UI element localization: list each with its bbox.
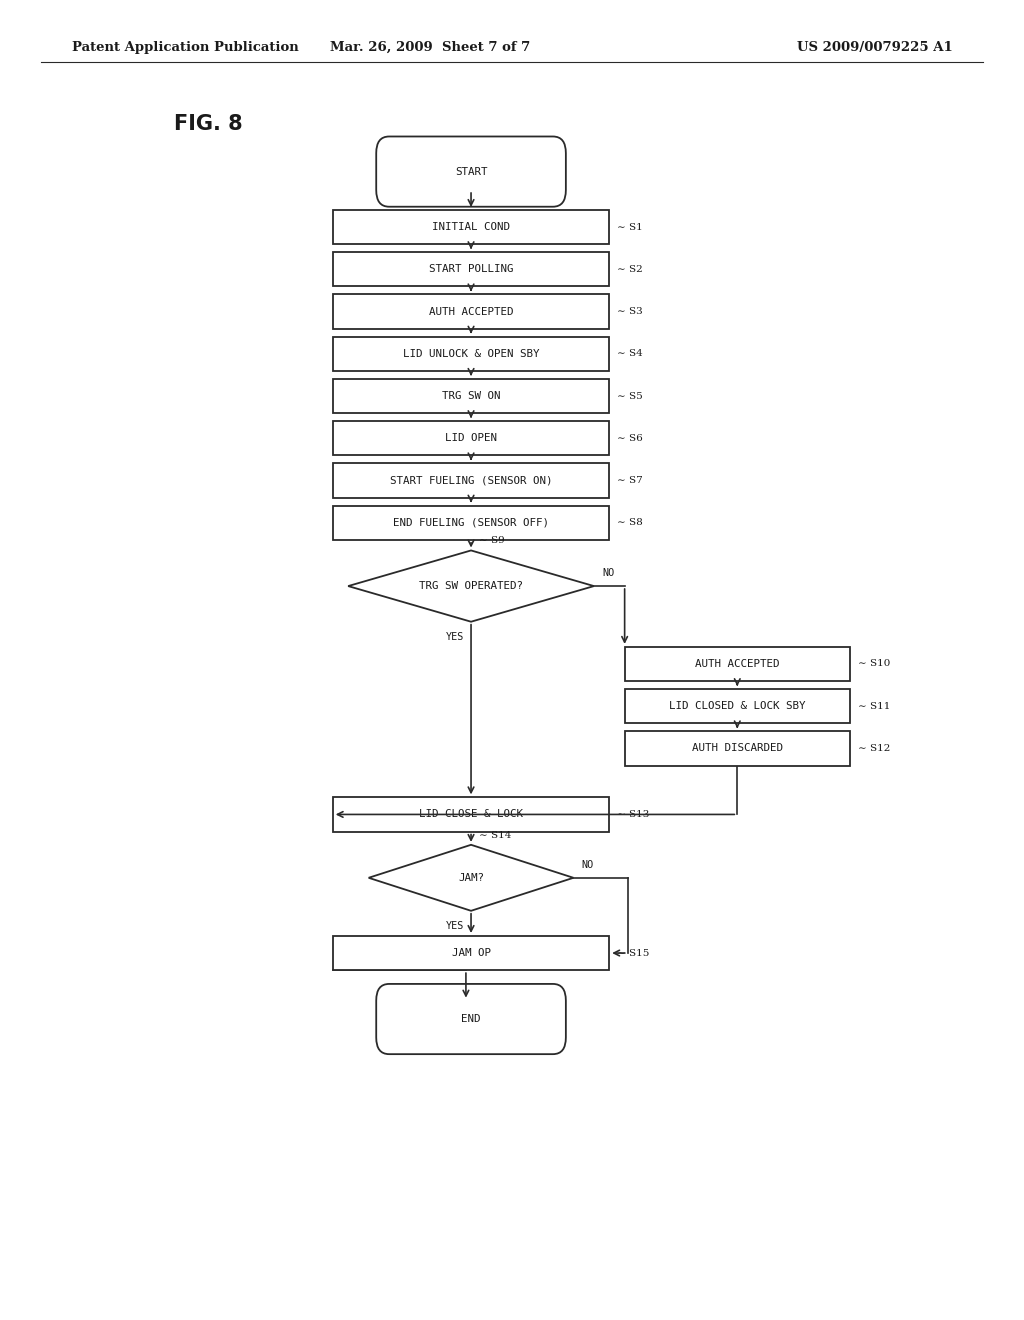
Text: ∼ S4: ∼ S4 — [617, 350, 643, 358]
Text: ∼ S15: ∼ S15 — [617, 949, 650, 957]
Text: NO: NO — [602, 568, 614, 578]
Text: ∼ S8: ∼ S8 — [617, 519, 643, 527]
Text: AUTH ACCEPTED: AUTH ACCEPTED — [429, 306, 513, 317]
Bar — [333, 210, 609, 244]
Bar — [333, 797, 609, 832]
Text: ∼ S9: ∼ S9 — [479, 536, 505, 545]
Text: JAM OP: JAM OP — [452, 948, 490, 958]
Bar — [333, 421, 609, 455]
Text: ∼ S5: ∼ S5 — [617, 392, 643, 400]
Text: ∼ S11: ∼ S11 — [858, 702, 891, 710]
FancyBboxPatch shape — [376, 983, 566, 1055]
Bar — [333, 252, 609, 286]
Text: ∼ S13: ∼ S13 — [617, 810, 650, 818]
Text: INITIAL COND: INITIAL COND — [432, 222, 510, 232]
Text: LID UNLOCK & OPEN SBY: LID UNLOCK & OPEN SBY — [402, 348, 540, 359]
Text: LID CLOSED & LOCK SBY: LID CLOSED & LOCK SBY — [669, 701, 806, 711]
Text: END: END — [461, 1014, 481, 1024]
Text: ∼ S1: ∼ S1 — [617, 223, 643, 231]
Text: ∼ S12: ∼ S12 — [858, 744, 891, 752]
Text: ∼ S10: ∼ S10 — [858, 660, 891, 668]
Text: START: START — [455, 166, 487, 177]
Polygon shape — [348, 550, 594, 622]
Bar — [333, 294, 609, 329]
Text: START FUELING (SENSOR ON): START FUELING (SENSOR ON) — [390, 475, 552, 486]
Text: LID CLOSE & LOCK: LID CLOSE & LOCK — [419, 809, 523, 820]
Text: AUTH DISCARDED: AUTH DISCARDED — [692, 743, 782, 754]
Bar — [625, 647, 850, 681]
Text: US 2009/0079225 A1: US 2009/0079225 A1 — [797, 41, 952, 54]
Text: AUTH ACCEPTED: AUTH ACCEPTED — [695, 659, 779, 669]
Text: JAM?: JAM? — [458, 873, 484, 883]
Text: ∼ S7: ∼ S7 — [617, 477, 643, 484]
Polygon shape — [369, 845, 573, 911]
Text: TRG SW ON: TRG SW ON — [441, 391, 501, 401]
FancyBboxPatch shape — [376, 136, 566, 207]
Text: ∼ S2: ∼ S2 — [617, 265, 643, 273]
Text: END FUELING (SENSOR OFF): END FUELING (SENSOR OFF) — [393, 517, 549, 528]
Text: ∼ S14: ∼ S14 — [479, 830, 512, 840]
Text: NO: NO — [582, 859, 594, 870]
Text: YES: YES — [445, 632, 464, 643]
Text: TRG SW OPERATED?: TRG SW OPERATED? — [419, 581, 523, 591]
Bar — [333, 337, 609, 371]
Bar — [333, 506, 609, 540]
Bar — [333, 936, 609, 970]
Text: START POLLING: START POLLING — [429, 264, 513, 275]
Text: LID OPEN: LID OPEN — [445, 433, 497, 444]
Bar — [333, 379, 609, 413]
Text: Patent Application Publication: Patent Application Publication — [72, 41, 298, 54]
Text: FIG. 8: FIG. 8 — [174, 114, 243, 135]
Text: Mar. 26, 2009  Sheet 7 of 7: Mar. 26, 2009 Sheet 7 of 7 — [330, 41, 530, 54]
Bar — [625, 689, 850, 723]
Bar — [333, 463, 609, 498]
Text: ∼ S3: ∼ S3 — [617, 308, 643, 315]
Text: YES: YES — [445, 921, 464, 932]
Bar — [625, 731, 850, 766]
Text: ∼ S6: ∼ S6 — [617, 434, 643, 442]
